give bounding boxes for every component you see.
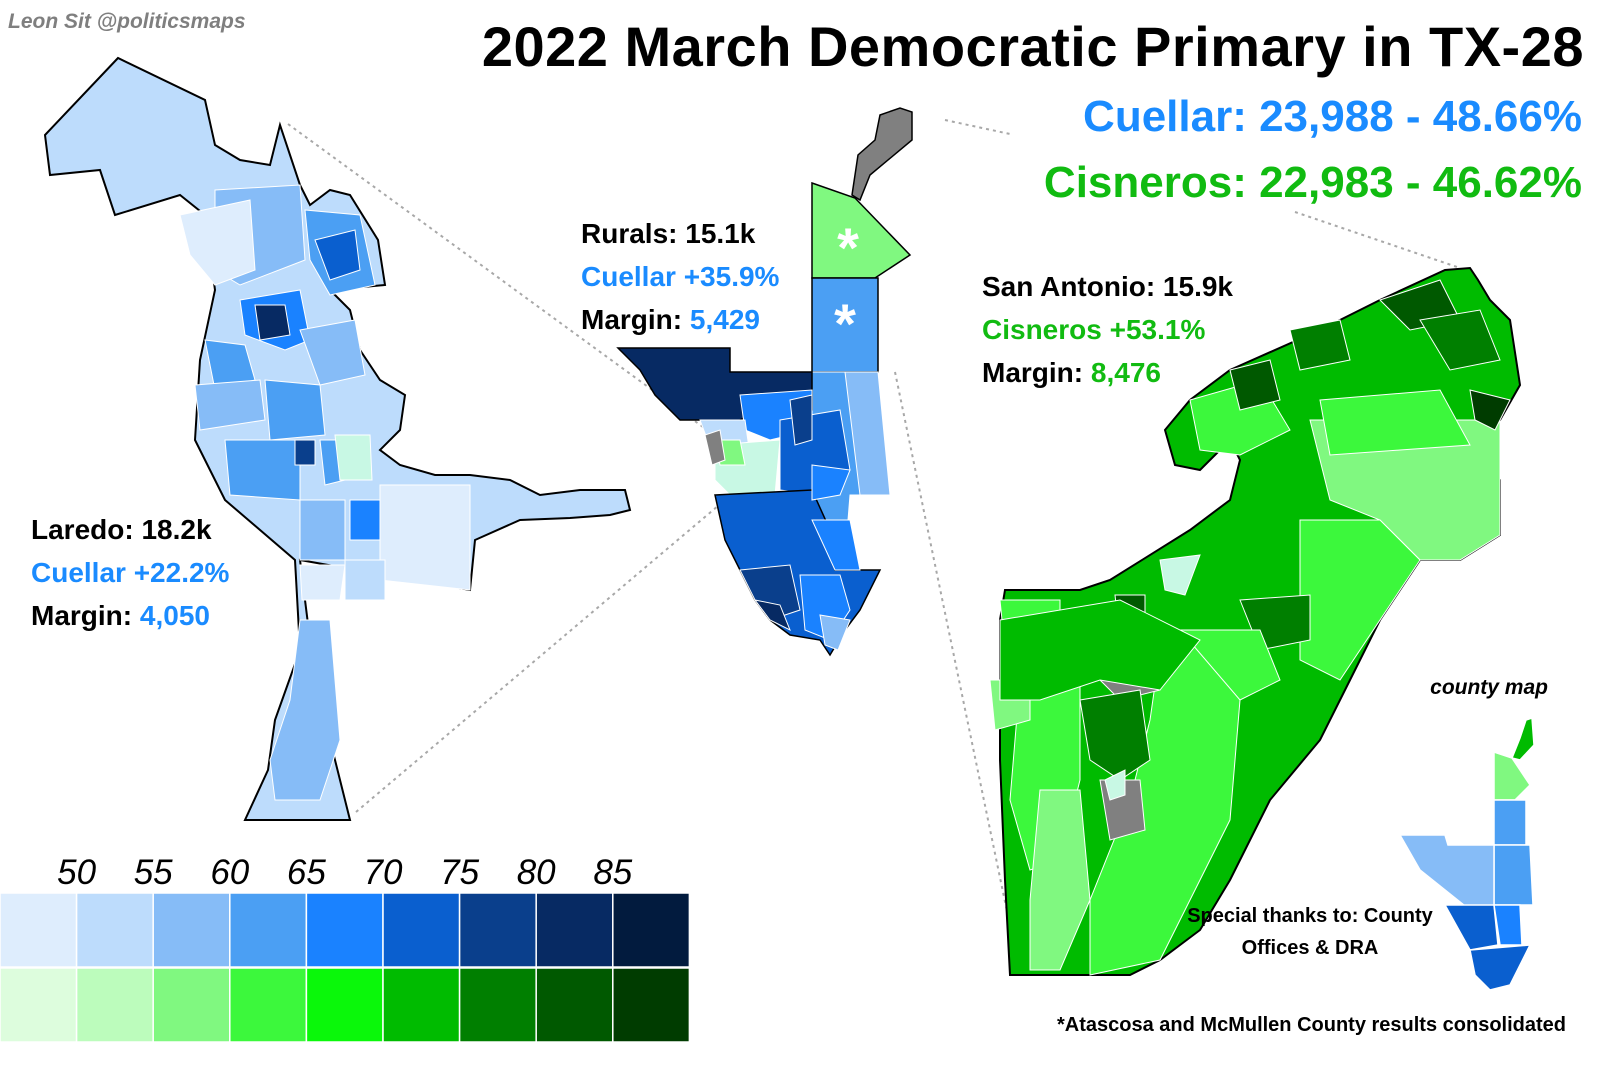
special-thanks: Special thanks to: County Offices & DRA xyxy=(1187,905,1433,959)
legend-swatch-cisneros xyxy=(0,967,78,1043)
legend-swatch-cuellar xyxy=(229,892,308,968)
rurals-stats: Rurals: 15.1k Cuellar +35.9% Margin: 5,4… xyxy=(581,212,779,341)
laredo-city-map xyxy=(43,56,632,821)
rurals-margin-label: Margin: xyxy=(581,304,683,335)
laredo-name: Laredo: 18.2k xyxy=(31,514,212,545)
cuellar-total: Cuellar: 23,988 - 48.66% xyxy=(1083,92,1582,141)
legend-threshold-label: 80 xyxy=(517,853,556,892)
laredo-stats: Laredo: 18.2k Cuellar +22.2% Margin: 4,0… xyxy=(31,508,229,637)
laredo-margin-value: 4,050 xyxy=(139,600,210,631)
legend-threshold-label: 60 xyxy=(210,853,249,892)
legend-swatch-cuellar xyxy=(0,892,78,968)
legend-swatch-cisneros xyxy=(152,967,231,1043)
san-antonio-name: San Antonio: 15.9k xyxy=(982,271,1234,302)
san-antonio-stats: San Antonio: 15.9k Cisneros +53.1% Margi… xyxy=(982,265,1233,394)
rural-counties-map xyxy=(616,107,913,657)
legend-swatch-cuellar xyxy=(305,892,384,968)
inset-county-map xyxy=(1398,716,1535,991)
legend-swatch-cisneros xyxy=(612,967,691,1043)
legend-swatch-cuellar xyxy=(535,892,614,968)
laredo-leader: Cuellar +22.2% xyxy=(31,557,230,588)
san-antonio-margin-label: Margin: xyxy=(982,357,1084,388)
legend-swatch-cuellar xyxy=(152,892,231,968)
legend-swatch-cuellar xyxy=(612,892,691,968)
rurals-margin-value: 5,429 xyxy=(689,304,760,335)
rurals-leader: Cuellar +35.9% xyxy=(581,261,780,292)
credit: Leon Sit @politicsmaps xyxy=(8,10,246,33)
legend-threshold-label: 55 xyxy=(134,853,173,892)
zoom-connector-lines xyxy=(287,119,1461,946)
legend-threshold-label: 70 xyxy=(364,853,403,892)
san-antonio-margin-value: 8,476 xyxy=(1090,357,1161,388)
county-map-caption: county map xyxy=(1430,676,1548,699)
atascosa-asterisk: * xyxy=(837,216,859,279)
laredo-margin-label: Margin: xyxy=(31,600,133,631)
rurals-name: Rurals: 15.1k xyxy=(581,218,756,249)
cisneros-total: Cisneros: 22,983 - 46.62% xyxy=(1043,158,1582,207)
legend-threshold-label: 50 xyxy=(57,853,96,892)
legend-threshold-label: 85 xyxy=(593,853,632,892)
legend-swatch-cuellar xyxy=(75,892,154,968)
mcmullen-asterisk: * xyxy=(834,292,856,355)
legend-swatch-cisneros xyxy=(229,967,308,1043)
san-antonio-map xyxy=(989,266,1522,976)
legend-swatch-cisneros xyxy=(535,967,614,1043)
footnote: *Atascosa and McMullen County results co… xyxy=(1057,1014,1566,1036)
legend-swatch-cisneros xyxy=(382,967,461,1043)
legend-swatch-cuellar xyxy=(382,892,461,968)
legend-swatch-cuellar xyxy=(458,892,537,968)
san-antonio-leader: Cisneros +53.1% xyxy=(982,314,1206,345)
map-title: 2022 March Democratic Primary in TX-28 xyxy=(481,15,1584,78)
legend-swatch-cisneros xyxy=(75,967,154,1043)
legend-swatch-cisneros xyxy=(305,967,384,1043)
legend-threshold-label: 75 xyxy=(440,853,479,892)
legend-swatch-cisneros xyxy=(458,967,537,1043)
color-legend: 50 55 60 65 70 75 80 85 xyxy=(0,853,691,1043)
legend-threshold-label: 65 xyxy=(287,853,326,892)
